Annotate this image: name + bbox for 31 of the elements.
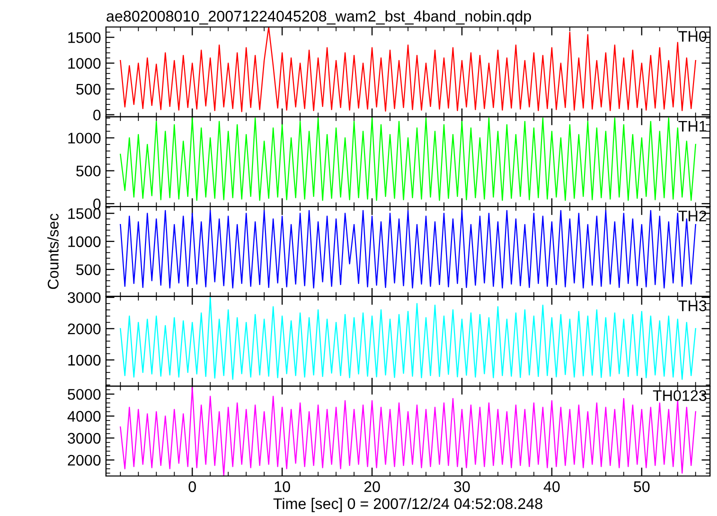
x-tick-label: 20 (364, 481, 380, 492)
y-tick-label: 5000 (68, 388, 101, 400)
y-tick-label: 2000 (68, 323, 101, 334)
y-tick-label: 500 (76, 166, 101, 176)
y-tick-label: 4000 (68, 410, 101, 422)
series-label: TH2 (678, 210, 706, 222)
x-axis-title: Time [sec] 0 = 2007/12/24 04:52:08.248 (273, 498, 542, 512)
x-tick-label: 50 (634, 481, 650, 492)
y-tick-label: 3000 (68, 432, 101, 444)
y-tick-label: 1000 (68, 354, 101, 366)
chart-title: ae802008010_20071224045208_wam2_bst_4band_nobin.qdp (106, 10, 531, 25)
x-tick-label: 30 (454, 481, 470, 492)
x-tick-label: 10 (274, 481, 290, 492)
y-tick-label: 0 (93, 198, 101, 210)
y-tick-label: 1500 (68, 32, 101, 44)
y-tick-label: 1500 (68, 208, 101, 220)
y-tick-label: 1000 (68, 236, 101, 248)
y-axis-title: Counts/sec (47, 214, 59, 289)
y-tick-label: 0 (93, 110, 101, 120)
series-label: TH3 (678, 300, 706, 312)
series-label: TH0123 (652, 390, 706, 402)
y-tick-label: 3000 (68, 292, 101, 304)
x-tick-label: 40 (544, 481, 560, 492)
y-tick-label: 2000 (68, 454, 101, 466)
series-label: TH1 (678, 120, 706, 132)
y-tick-label: 500 (76, 264, 101, 276)
y-tick-label: 1000 (68, 58, 101, 69)
x-tick-label: 0 (188, 481, 196, 492)
series-label: TH0 (678, 30, 706, 42)
y-tick-label: 1000 (68, 132, 101, 144)
y-tick-label: 500 (76, 84, 101, 95)
